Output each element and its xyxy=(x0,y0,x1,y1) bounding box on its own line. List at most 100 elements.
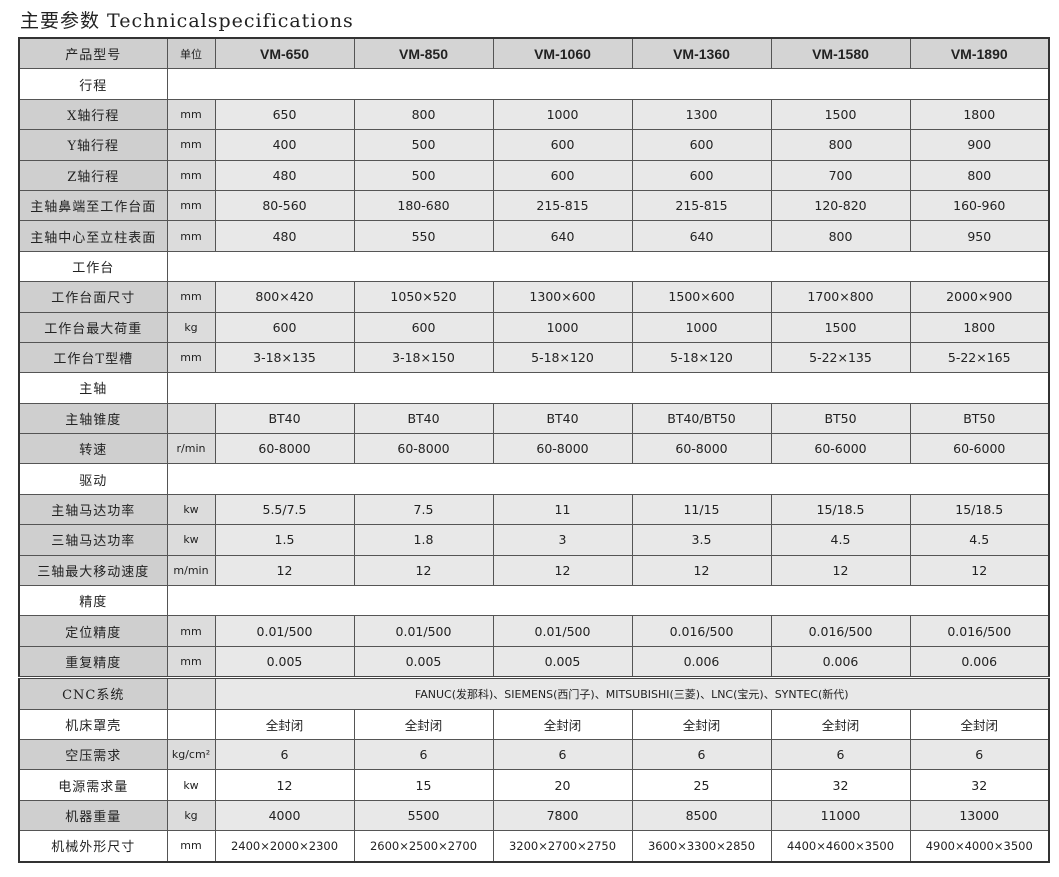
row-value: 0.01/500 xyxy=(353,615,494,647)
row-value: 480 xyxy=(214,159,355,191)
row-value: 0.005 xyxy=(353,645,494,679)
row-unit: mm xyxy=(166,129,216,161)
row-value: 2000×900 xyxy=(909,281,1050,313)
row-value: 0.01/500 xyxy=(492,615,633,647)
row-label: 电源需求量 xyxy=(18,769,168,801)
header-row: 产品型号 单位 VM-650 VM-850 VM-1060 VM-1360 VM-1580 V… xyxy=(18,37,1050,70)
table-row: 三轴最大移动速度 m/min 12 12 12 12 12 12 xyxy=(18,554,1050,587)
row-label: 工作台T型槽 xyxy=(18,341,168,374)
row-value: 4.5 xyxy=(770,524,911,556)
row-value: 12 xyxy=(909,554,1050,587)
model-header: VM-1890 xyxy=(909,37,1050,70)
section-fill xyxy=(166,372,1050,404)
row-label: 机器重量 xyxy=(18,799,168,832)
row-unit: mm xyxy=(166,281,216,313)
row-value: 4900×4000×3500 xyxy=(909,830,1050,863)
row-value: 4400×4600×3500 xyxy=(770,830,911,863)
row-value: 0.016/500 xyxy=(770,615,911,647)
row-value: 600 xyxy=(214,311,355,343)
page-title: 主要参数 Technicalspecifications xyxy=(20,10,354,32)
row-value: 60-8000 xyxy=(631,433,772,465)
row-value: 6 xyxy=(909,738,1050,771)
row-value: 全封闭 xyxy=(353,708,494,740)
row-unit: mm xyxy=(166,645,216,679)
row-value: BT40 xyxy=(214,402,355,435)
row-value: 0.006 xyxy=(631,645,772,679)
section-label: 主轴 xyxy=(18,372,168,404)
row-value: 1800 xyxy=(909,311,1050,343)
row-value: 11/15 xyxy=(631,493,772,526)
row-label: 主轴马达功率 xyxy=(18,493,168,526)
row-value: 650 xyxy=(214,98,355,131)
row-value: 6 xyxy=(214,738,355,771)
row-value: 全封闭 xyxy=(214,708,355,740)
row-value: 1800 xyxy=(909,98,1050,131)
row-value: 0.016/500 xyxy=(909,615,1050,647)
model-header: VM-1580 xyxy=(770,37,911,70)
row-unit: kw xyxy=(166,769,216,801)
table-row: 工作台T型槽 mm 3-18×135 3-18×150 5-18×120 5-18×120… xyxy=(18,341,1050,374)
row-value: BT50 xyxy=(909,402,1050,435)
row-value: 1300 xyxy=(631,98,772,131)
row-value: 5.5/7.5 xyxy=(214,493,355,526)
row-value: 0.005 xyxy=(214,645,355,679)
row-unit: mm xyxy=(166,189,216,222)
row-value: 215-815 xyxy=(631,189,772,222)
table-row: 主轴马达功率 kw 5.5/7.5 7.5 11 11/15 15/18.5 15/18.5 xyxy=(18,493,1050,526)
table-row: Y轴行程 mm 400 500 600 600 800 900 xyxy=(18,129,1050,161)
row-value: 12 xyxy=(770,554,911,587)
row-label: 重复精度 xyxy=(18,645,168,679)
row-value: 60-8000 xyxy=(353,433,494,465)
row-value: 900 xyxy=(909,129,1050,161)
table-row: 机械外形尺寸 mm 2400×2000×2300 2600×2500×2700 3200… xyxy=(18,830,1050,863)
section-label: 驱动 xyxy=(18,463,168,495)
model-header: VM-850 xyxy=(353,37,494,70)
section-fill xyxy=(166,250,1050,283)
row-value: 0.006 xyxy=(909,645,1050,679)
row-value: BT40 xyxy=(353,402,494,435)
row-value: 60-6000 xyxy=(770,433,911,465)
row-value: 12 xyxy=(631,554,772,587)
row-value: 550 xyxy=(353,220,494,252)
row-unit xyxy=(166,708,216,740)
table-row: 机床罩壳 全封闭 全封闭 全封闭 全封闭 全封闭 全封闭 xyxy=(18,708,1050,740)
row-value: 1300×600 xyxy=(492,281,633,313)
row-value: 1.5 xyxy=(214,524,355,556)
row-value: 20 xyxy=(492,769,633,801)
row-label: 定位精度 xyxy=(18,615,168,647)
section-label: 工作台 xyxy=(18,250,168,283)
table-row: 电源需求量 kw 12 15 20 25 32 32 xyxy=(18,769,1050,801)
section-row: 精度 xyxy=(18,585,1050,617)
row-value: 15/18.5 xyxy=(770,493,911,526)
row-value: 600 xyxy=(631,129,772,161)
table-row: X轴行程 mm 650 800 1000 1300 1500 1800 xyxy=(18,98,1050,131)
row-value: 6 xyxy=(492,738,633,771)
row-value: 全封闭 xyxy=(909,708,1050,740)
row-value: 8500 xyxy=(631,799,772,832)
header-unit: 单位 xyxy=(166,37,216,70)
row-value: 600 xyxy=(492,159,633,191)
row-value: 160-960 xyxy=(909,189,1050,222)
row-value: 800 xyxy=(353,98,494,131)
row-label: 主轴中心至立柱表面 xyxy=(18,220,168,252)
row-value: 全封闭 xyxy=(492,708,633,740)
row-value: 12 xyxy=(214,769,355,801)
row-value: 3 xyxy=(492,524,633,556)
row-unit xyxy=(166,402,216,435)
row-value: 5-18×120 xyxy=(492,341,633,374)
row-unit: kw xyxy=(166,493,216,526)
row-label: 工作台面尺寸 xyxy=(18,281,168,313)
row-label: X轴行程 xyxy=(18,98,168,131)
row-value: 1700×800 xyxy=(770,281,911,313)
row-value: 32 xyxy=(770,769,911,801)
row-value: 4.5 xyxy=(909,524,1050,556)
table-row: 主轴锥度 BT40 BT40 BT40 BT40/BT50 BT50 BT50 xyxy=(18,402,1050,435)
row-value: 180-680 xyxy=(353,189,494,222)
row-unit: kw xyxy=(166,524,216,556)
row-value: 600 xyxy=(353,311,494,343)
table-row: 定位精度 mm 0.01/500 0.01/500 0.01/500 0.016/500 0… xyxy=(18,615,1050,647)
section-label: 行程 xyxy=(18,68,168,100)
row-unit: kg xyxy=(166,311,216,343)
row-label: 三轴马达功率 xyxy=(18,524,168,556)
table-row: Z轴行程 mm 480 500 600 600 700 800 xyxy=(18,159,1050,191)
